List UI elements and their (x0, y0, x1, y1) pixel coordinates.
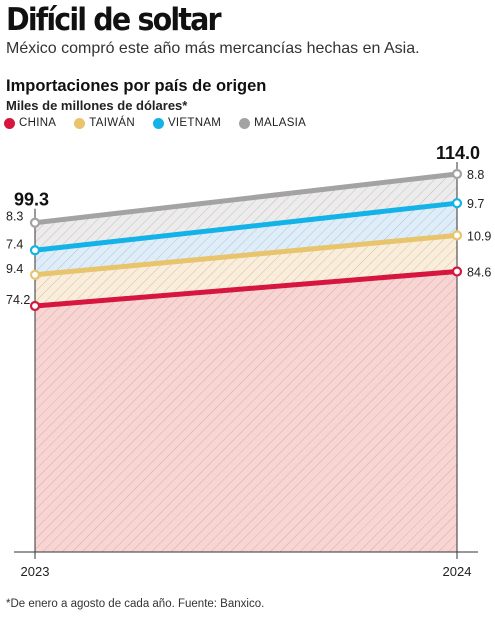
legend-label-malasia: MALASIA (254, 117, 307, 129)
legend-swatch-taiwan (74, 117, 86, 129)
legend-item-china: CHINA (4, 117, 56, 129)
point-taiwán-2023 (29, 269, 41, 280)
point-taiwán-2024 (451, 230, 463, 241)
point-china-2024 (451, 266, 463, 277)
axes (14, 162, 478, 559)
chart-title: Importaciones por país de origen (6, 77, 267, 95)
legend-item-malasia: MALASIA (239, 117, 306, 129)
value-label-china-2024: 84.6 (467, 265, 491, 279)
headline: Difícil de soltar (6, 2, 222, 38)
total-label-2023: 99.3 (14, 190, 49, 210)
series-line-malasia (32, 171, 460, 226)
point-vietnam-2024 (451, 198, 463, 209)
point-china-2023 (29, 300, 41, 312)
chart-units-label: Miles de millones de dólares* (6, 98, 188, 113)
x-tick-label-2024: 2024 (443, 564, 472, 579)
value-label-taiwán-2024: 10.9 (467, 229, 491, 243)
value-label-malasia-2024: 8.8 (467, 168, 484, 182)
series-lines (29, 168, 463, 312)
legend-swatch-malasia (239, 117, 251, 129)
legend-item-taiwan: TAIWÁN (74, 117, 135, 129)
legend-label-china: CHINA (19, 117, 57, 129)
point-malasia-2024 (451, 168, 463, 180)
total-label-2024: 114.0 (436, 143, 480, 163)
legend-label-taiwan: TAIWÁN (89, 117, 135, 129)
subheadline: México compró este año más mercancías he… (6, 40, 420, 57)
value-label-vietnam-2024: 9.7 (467, 197, 484, 211)
point-malasia-2023 (29, 217, 41, 228)
chart-legend: CHINA TAIWÁN VIETNAM MALASIA (4, 117, 306, 129)
series-line-taiwán (32, 232, 460, 278)
point-vietnam-2023 (29, 245, 41, 256)
series-line-china (32, 268, 460, 309)
data-labels: 2023 2024 74.2 84.6 9.4 10.9 7.4 9.7 8.3 8.8 99.3 1… (6, 143, 491, 579)
series-line-vietnam (32, 200, 460, 253)
value-label-malasia-2023: 8.3 (6, 210, 23, 224)
legend-label-vietnam: VIETNAM (167, 117, 222, 129)
legend-swatch-vietnam (152, 117, 164, 129)
x-tick-label-2023: 2023 (21, 564, 50, 579)
legend-swatch-china (4, 117, 15, 129)
legend-item-vietnam: VIETNAM (152, 117, 222, 129)
hatch-overlay (35, 174, 457, 552)
value-label-vietnam-2023: 7.4 (6, 237, 23, 251)
value-label-china-2023: 74.2 (6, 293, 30, 307)
area-hatch (35, 174, 457, 552)
value-label-taiwán-2023: 9.4 (6, 262, 23, 276)
footnote: *De enero a agosto de cada año. Fuente: … (6, 598, 265, 610)
